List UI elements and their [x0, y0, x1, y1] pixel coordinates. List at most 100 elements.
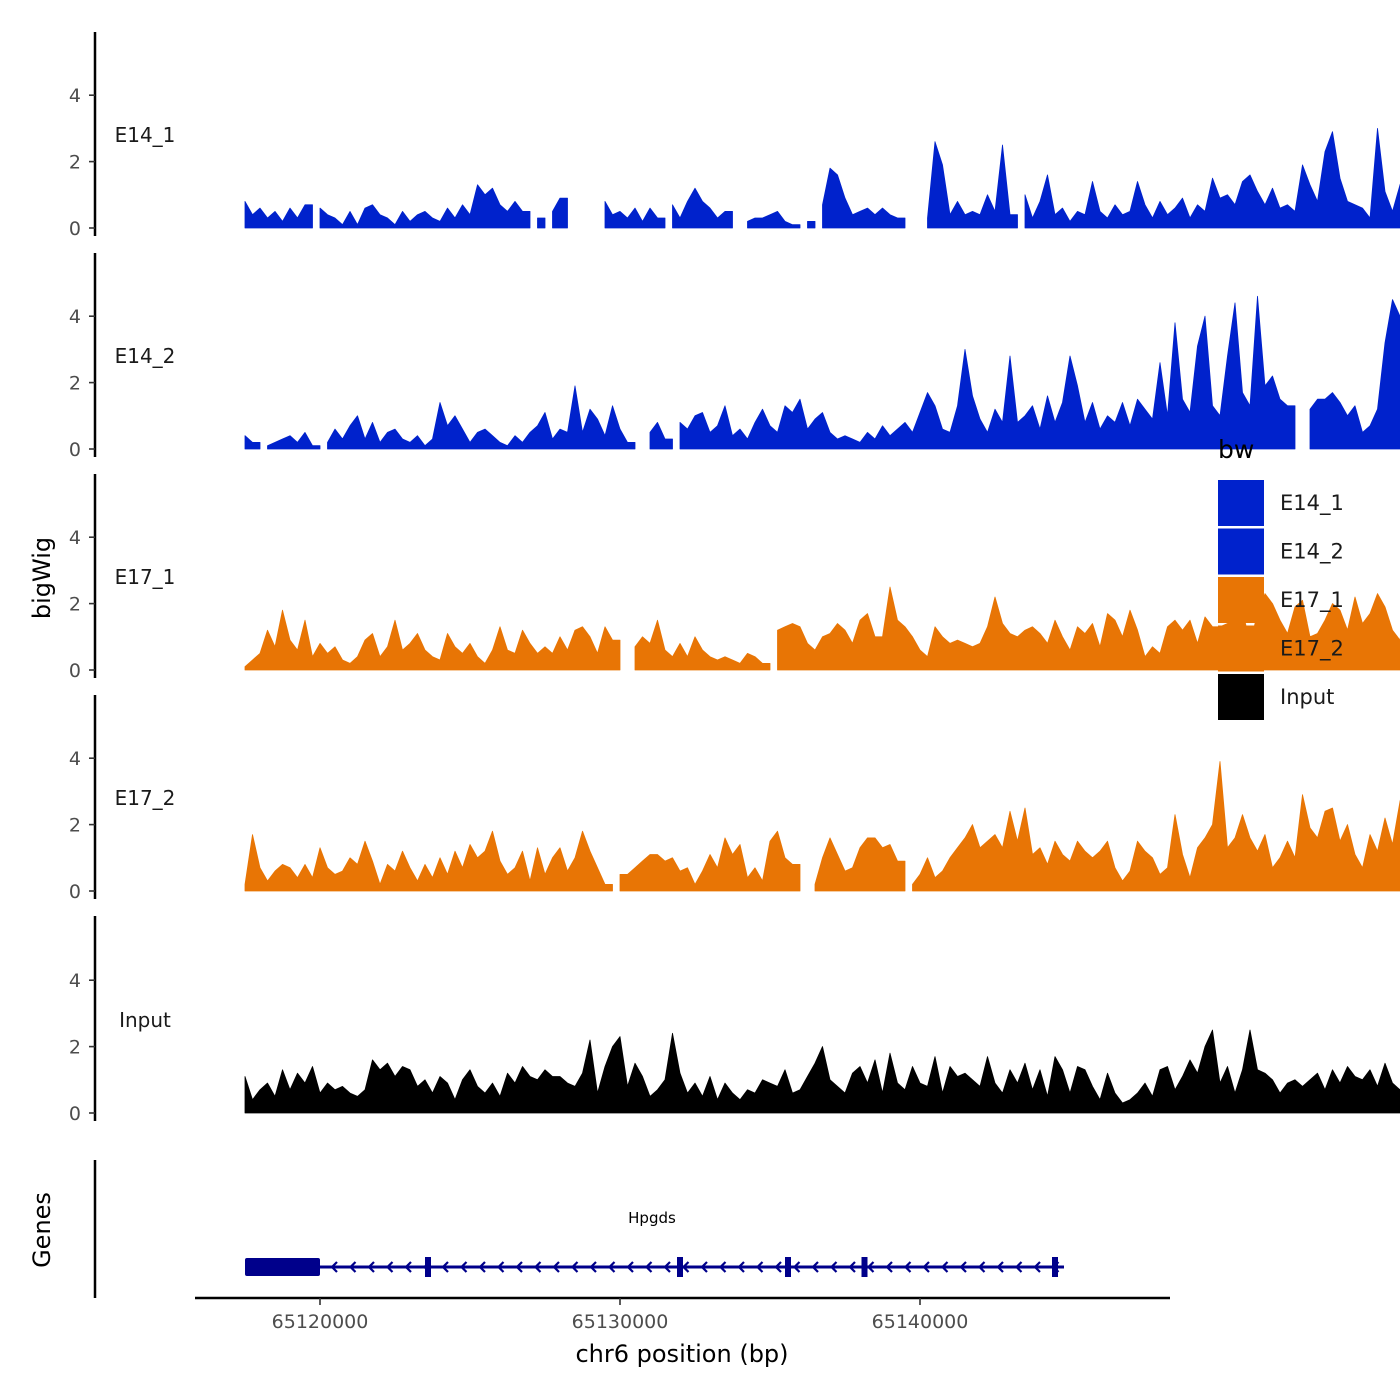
signal-area-E14_2: [649, 422, 673, 450]
strand-arrow-icon: [718, 1261, 727, 1273]
signal-area-E14_1: [552, 197, 568, 229]
signal-area-E14_1: [672, 187, 733, 229]
signal-area-Input: [244, 1029, 1400, 1114]
track-E14_2: 0 2 4 E14_2: [69, 253, 1400, 461]
signal-area-E14_2: [327, 385, 636, 450]
y-tick-label: 2: [69, 373, 81, 395]
legend-swatch-E14_1: [1218, 480, 1264, 526]
legend-title: bw: [1218, 435, 1254, 464]
strand-arrow-icon: [848, 1261, 856, 1273]
strand-arrow-icon: [959, 1261, 967, 1273]
strand-arrow-icon: [792, 1261, 801, 1273]
strand-arrow-icon: [459, 1261, 468, 1273]
y-tick-label: 2: [69, 594, 81, 616]
strand-arrow-icon: [367, 1261, 375, 1273]
bigwig-tracks: 0 2 4 E14_1 0 2 4 E14_2 0 2 4 E17_1 0 2 4 E17_2 0 2 4 Input: [69, 32, 1400, 1125]
strand-arrow-icon: [533, 1261, 542, 1273]
signal-area-E14_1: [747, 211, 801, 229]
gene-panel-title: Genes: [28, 1192, 56, 1268]
y-tick-label: 0: [69, 1103, 81, 1125]
signal-area-E17_2: [912, 761, 1400, 892]
strand-arrow-icon: [977, 1261, 986, 1273]
x-tick-label: 65130000: [572, 1311, 669, 1333]
track-label: E17_2: [115, 786, 176, 810]
signal-area-E14_1: [807, 221, 816, 229]
track-label: E14_1: [115, 123, 176, 147]
y-tick-label: 2: [69, 815, 81, 837]
legend-swatch-Input: [1218, 674, 1264, 720]
signal-area-E17_2: [244, 830, 613, 892]
signal-area-E17_1: [634, 619, 771, 671]
signal-area-E14_2: [679, 295, 1296, 450]
y-tick-label: 0: [69, 218, 81, 240]
legend-label-E17_1: E17_1: [1280, 588, 1344, 613]
signal-area-E14_1: [604, 201, 666, 229]
y-tick-label: 4: [69, 970, 81, 992]
strand-arrow-icon: [330, 1261, 338, 1273]
strand-arrow-icon: [644, 1261, 653, 1273]
track-label: E17_1: [115, 565, 176, 589]
gene-track: Hpgds: [93, 1160, 1064, 1298]
gene-exon: [677, 1257, 683, 1277]
signal-area-E14_1: [822, 167, 906, 229]
signal-area-E17_2: [814, 837, 906, 892]
strand-arrow-icon: [607, 1261, 616, 1273]
legend-label-E14_2: E14_2: [1280, 540, 1344, 565]
strand-arrow-icon: [811, 1261, 819, 1273]
strand-arrow-icon: [589, 1261, 597, 1273]
legend-entries: E14_1 E14_2 E17_1 E17_2 Input: [1218, 480, 1344, 720]
signal-area-E17_2: [619, 830, 801, 892]
strand-arrow-icon: [940, 1261, 949, 1273]
strand-arrow-icon: [515, 1261, 523, 1273]
strand-arrow-icon: [996, 1261, 1004, 1273]
strand-arrow-icon: [570, 1261, 579, 1273]
strand-arrow-icon: [385, 1261, 394, 1273]
gene-name-label: Hpgds: [628, 1209, 676, 1227]
signal-area-E14_2: [267, 432, 321, 450]
gene-exon: [425, 1257, 431, 1277]
track-Input: 0 2 4 Input: [69, 916, 1400, 1125]
y-tick-label: 4: [69, 306, 81, 328]
signal-area-E17_1: [244, 609, 621, 671]
legend-swatch-E17_2: [1218, 625, 1264, 672]
strand-arrow-icon: [681, 1261, 690, 1273]
signal-area-E14_1: [1024, 128, 1400, 229]
track-E14_1: 0 2 4 E14_1: [69, 32, 1400, 240]
track-E17_2: 0 2 4 E17_2: [69, 695, 1400, 903]
y-tick-label: 0: [69, 881, 81, 903]
y-tick-label: 2: [69, 152, 81, 174]
signal-area-E14_1: [537, 217, 546, 229]
x-tick-label: 65120000: [272, 1311, 369, 1333]
strand-arrow-icon: [774, 1261, 782, 1273]
x-tick-label: 65140000: [872, 1311, 969, 1333]
y-tick-label: 0: [69, 660, 81, 682]
signal-area-E14_1: [244, 201, 313, 229]
strand-arrow-icon: [404, 1261, 412, 1273]
strand-arrow-icon: [1014, 1261, 1023, 1273]
legend-label-Input: Input: [1280, 685, 1334, 709]
legend-swatch-E14_2: [1218, 528, 1264, 575]
strand-arrow-icon: [922, 1261, 930, 1273]
x-axis-title: chr6 position (bp): [575, 1340, 788, 1368]
y-tick-label: 4: [69, 748, 81, 770]
track-label: Input: [119, 1008, 171, 1032]
strand-arrow-icon: [441, 1261, 449, 1273]
strand-arrow-icon: [626, 1261, 634, 1273]
strand-arrow-icon: [478, 1261, 486, 1273]
gene-exon: [861, 1257, 868, 1277]
track-E17_1: 0 2 4 E17_1: [69, 474, 1400, 682]
strand-arrow-icon: [496, 1261, 505, 1273]
signal-area-E14_2: [244, 435, 261, 450]
strand-arrow-icon: [866, 1261, 875, 1273]
strand-arrow-icon: [903, 1261, 912, 1273]
strand-arrow-icon: [1033, 1261, 1041, 1273]
signal-area-E14_2: [1309, 299, 1400, 450]
legend-swatch-E17_1: [1218, 577, 1264, 623]
gene-exon: [785, 1257, 791, 1277]
y-tick-label: 4: [69, 85, 81, 107]
strand-arrow-icon: [663, 1261, 671, 1273]
y-tick-label: 2: [69, 1037, 81, 1059]
strand-arrow-icon: [829, 1261, 838, 1273]
strand-arrow-icon: [700, 1261, 708, 1273]
